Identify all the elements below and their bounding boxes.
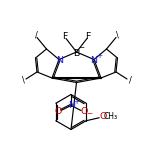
Text: O: O: [54, 107, 62, 116]
Text: F: F: [85, 32, 91, 41]
Text: +: +: [96, 54, 102, 59]
Text: −: −: [78, 45, 85, 52]
Text: \: \: [22, 76, 24, 85]
Text: N: N: [56, 56, 63, 65]
Text: N: N: [90, 56, 97, 65]
Text: +: +: [73, 100, 79, 105]
Text: F: F: [62, 32, 68, 41]
Text: /: /: [35, 31, 37, 40]
Text: /: /: [129, 76, 131, 85]
Text: O: O: [99, 112, 107, 121]
Text: CH₃: CH₃: [104, 112, 118, 121]
Text: B: B: [73, 48, 80, 57]
Text: −: −: [86, 112, 92, 117]
Text: N: N: [68, 102, 75, 111]
Text: O: O: [80, 107, 88, 116]
Text: \: \: [116, 31, 118, 40]
